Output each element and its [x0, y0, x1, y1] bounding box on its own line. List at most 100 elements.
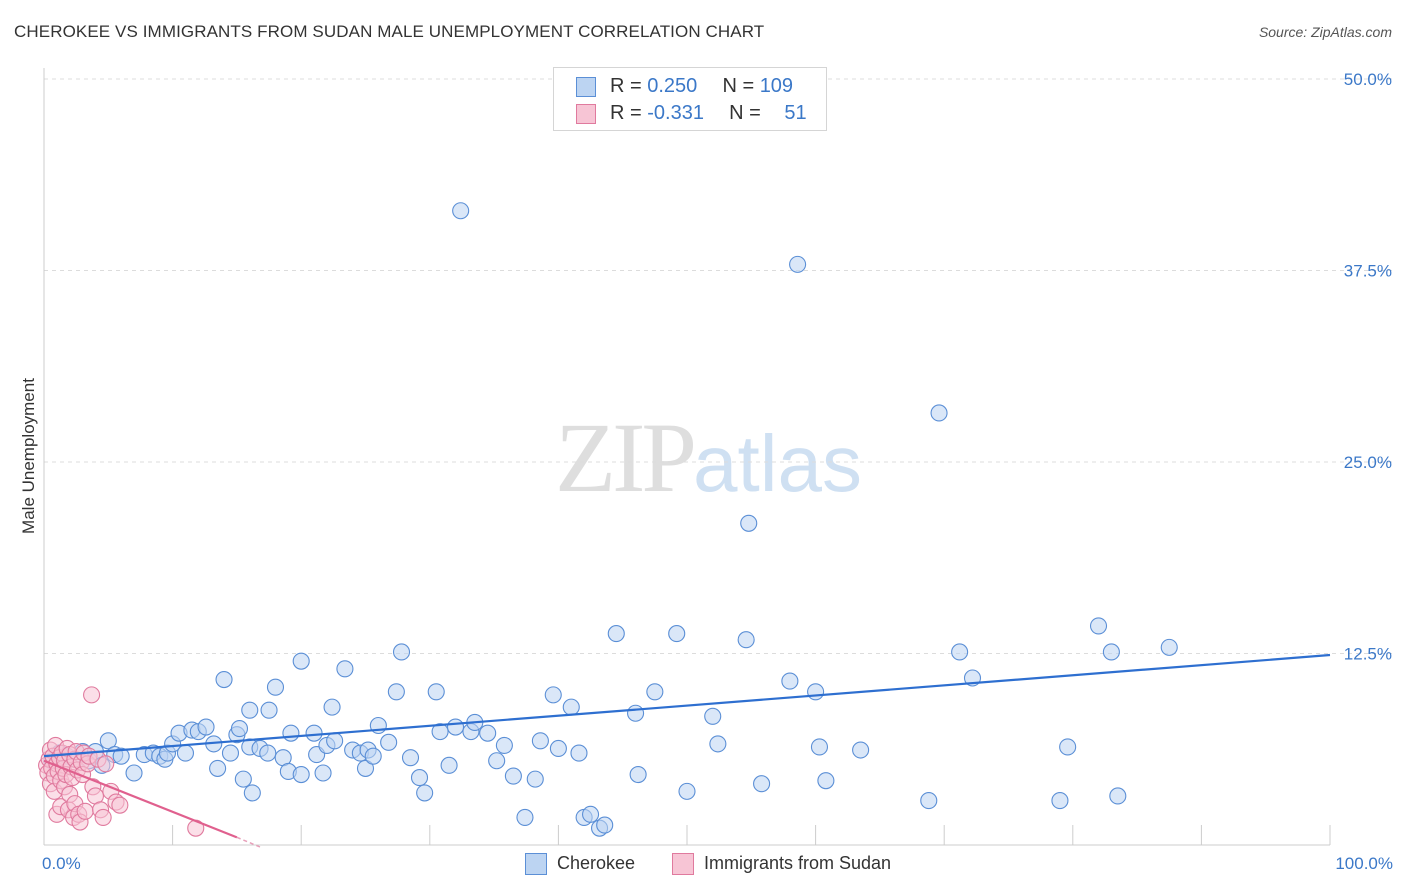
point-cherokee: [215, 670, 233, 689]
trend-line-sudan: [43, 759, 238, 839]
trend-lines: [43, 653, 1331, 849]
point-cherokee: [852, 741, 870, 759]
bottom-legend-label: Cherokee: [557, 853, 636, 873]
point-cherokee: [1109, 787, 1127, 805]
y-tick-label: 50.0%: [1344, 70, 1392, 89]
point-cherokee: [431, 723, 449, 741]
point-cherokee: [596, 816, 614, 834]
correlation-legend: R = 0.250 N = 109 R = -0.331 N = 51: [553, 67, 827, 131]
point-cherokee: [709, 735, 727, 753]
point-cherokee: [197, 718, 215, 736]
point-cherokee: [387, 683, 405, 701]
axes: [43, 68, 1331, 846]
point-cherokee: [305, 724, 323, 742]
point-cherokee: [266, 678, 285, 696]
point-cherokee: [112, 747, 130, 765]
y-tick-label: 25.0%: [1344, 453, 1392, 472]
point-sudan: [94, 808, 112, 826]
point-cherokee: [781, 672, 799, 690]
point-cherokee: [336, 660, 354, 678]
point-sudan: [83, 686, 101, 704]
point-cherokee: [416, 784, 434, 802]
y-axis-title: Male Unemployment: [19, 378, 38, 534]
point-cherokee: [627, 704, 645, 722]
x-tick-labels: 0.0% 100.0%: [42, 854, 1393, 873]
legend-r-label: R =: [610, 102, 648, 124]
point-cherokee: [410, 769, 429, 787]
point-cherokee: [646, 683, 664, 701]
point-cherokee: [292, 652, 310, 670]
point-cherokee: [260, 701, 278, 719]
point-cherokee: [452, 202, 470, 220]
point-cherokee: [920, 792, 938, 810]
point-cherokee: [176, 744, 195, 762]
grid: [44, 78, 1392, 654]
point-cherokee: [1160, 638, 1178, 656]
point-sudan: [111, 796, 129, 814]
point-cherokee: [234, 770, 252, 788]
legend-n-label: N =: [729, 102, 767, 124]
point-cherokee: [99, 732, 117, 750]
point-cherokee: [380, 733, 398, 751]
point-cherokee: [1102, 643, 1120, 661]
watermark-zip: ZIP: [555, 402, 697, 513]
point-cherokee: [427, 683, 445, 701]
trend-line-extension-sudan: [236, 836, 263, 849]
point-cherokee: [810, 738, 829, 756]
watermark: ZIPatlas: [555, 400, 862, 515]
legend-r-value: -0.331: [647, 102, 704, 124]
point-cherokee: [292, 765, 310, 784]
bottom-legend-swatch-cherokee: [525, 853, 547, 875]
point-cherokee: [356, 759, 375, 777]
point-cherokee: [668, 625, 686, 643]
point-cherokee: [930, 404, 948, 422]
legend-n-value: 51: [784, 102, 807, 124]
point-cherokee: [629, 765, 647, 784]
point-cherokee: [753, 775, 771, 793]
legend-n-label: N =: [722, 75, 760, 97]
point-cherokee: [531, 732, 549, 750]
point-cherokee: [364, 747, 382, 765]
point-cherokee: [446, 718, 465, 736]
point-cherokee: [581, 805, 600, 823]
y-tick-label: 12.5%: [1344, 645, 1392, 664]
bottom-legend-swatch-sudan: [672, 853, 694, 875]
point-cherokee: [401, 749, 420, 767]
legend-swatch-cherokee: [576, 77, 596, 97]
bottom-legend-label: Immigrants from Sudan: [704, 853, 892, 873]
point-cherokee: [516, 808, 534, 826]
y-tick-label: 37.5%: [1344, 262, 1392, 281]
point-cherokee: [125, 764, 143, 782]
point-cherokee: [737, 631, 755, 649]
point-cherokee: [1059, 738, 1077, 756]
legend-n-value: 109: [759, 75, 794, 97]
point-cherokee: [230, 720, 249, 738]
point-cherokee: [678, 782, 696, 800]
point-cherokee: [740, 514, 758, 532]
legend-r-value: 0.250: [647, 75, 698, 97]
point-cherokee: [549, 739, 567, 758]
point-cherokee: [221, 744, 240, 762]
point-cherokee: [817, 772, 835, 790]
data-points: [38, 202, 1178, 837]
source-credit: Source: ZipAtlas.com: [1258, 24, 1392, 40]
point-cherokee: [807, 683, 825, 701]
point-cherokee: [495, 736, 513, 754]
point-cherokee: [282, 724, 300, 742]
point-cherokee: [789, 255, 807, 273]
point-cherokee: [209, 759, 227, 777]
legend-swatch-sudan: [576, 104, 596, 124]
point-cherokee: [323, 698, 341, 716]
point-cherokee: [504, 767, 522, 785]
legend-r-label: R =: [610, 75, 648, 97]
point-cherokee: [1051, 792, 1069, 810]
point-cherokee: [607, 625, 625, 643]
point-cherokee: [243, 784, 261, 802]
point-cherokee: [704, 707, 722, 725]
point-cherokee: [314, 764, 332, 782]
point-cherokee: [440, 756, 458, 774]
point-cherokee: [326, 732, 344, 750]
point-cherokee: [562, 698, 580, 716]
x-tick-label: 0.0%: [42, 854, 81, 873]
